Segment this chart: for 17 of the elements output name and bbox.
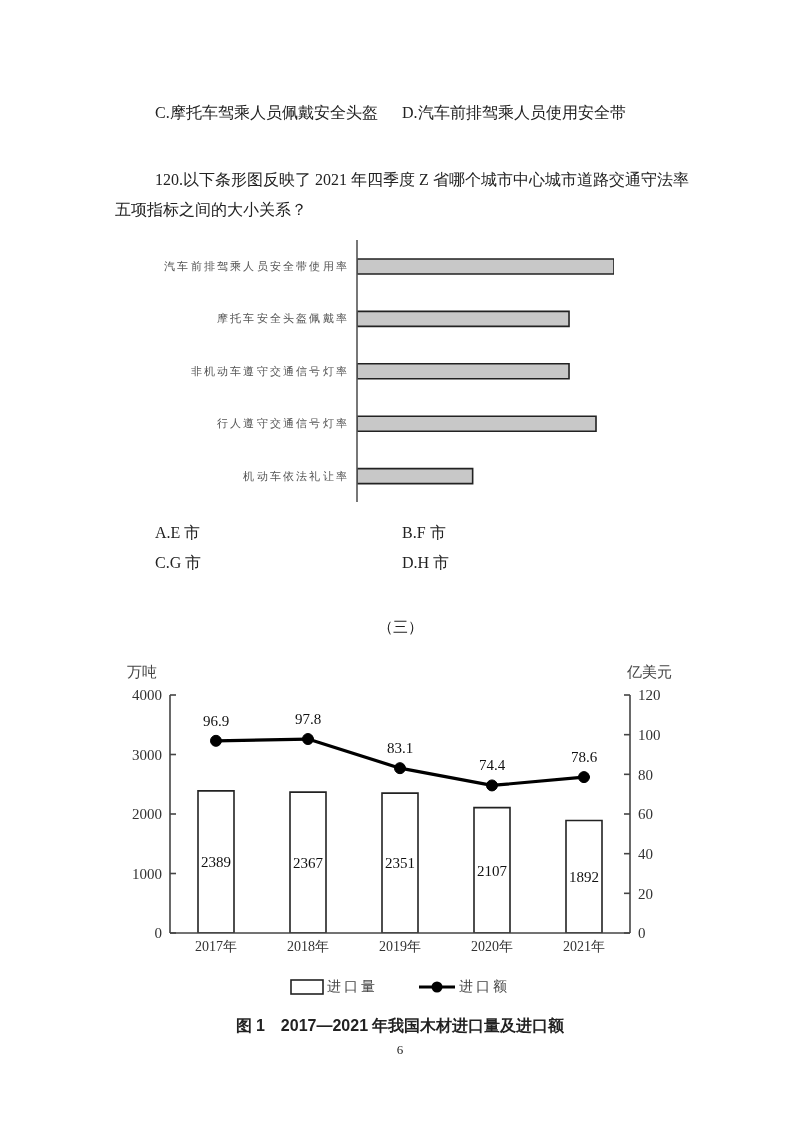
y-tick-label: 非机动车遵守交通信号灯率 [190,364,349,377]
text: D.H 市 [402,553,450,573]
y-tick-label: 摩托车安全头盔佩戴率 [217,312,349,325]
bar [357,363,570,380]
text: A.E 市 [155,523,201,543]
bar [357,310,570,328]
text: D.汽车前排驾乘人员使用安全带 [402,103,626,123]
y-tick-label: 行人遵守交通信号灯率 [217,417,349,430]
text: C.摩托车驾乘人员佩戴安全头盔 [155,103,378,123]
y-tick-label: 机动车依法礼让率 [243,469,349,482]
text: C.G 市 [155,553,202,573]
text: B.F 市 [402,523,446,543]
bar [357,415,597,432]
bar [357,258,614,275]
chart-title: 120.以下条形图反映了 2021 年四季度 Z 省哪个城市中心城市道路交通守法率五项指标之间的大小关系？ [115,170,690,220]
bar [357,467,474,485]
y-tick-label: 汽车前排驾乘人员安全带使用率 [164,260,349,273]
